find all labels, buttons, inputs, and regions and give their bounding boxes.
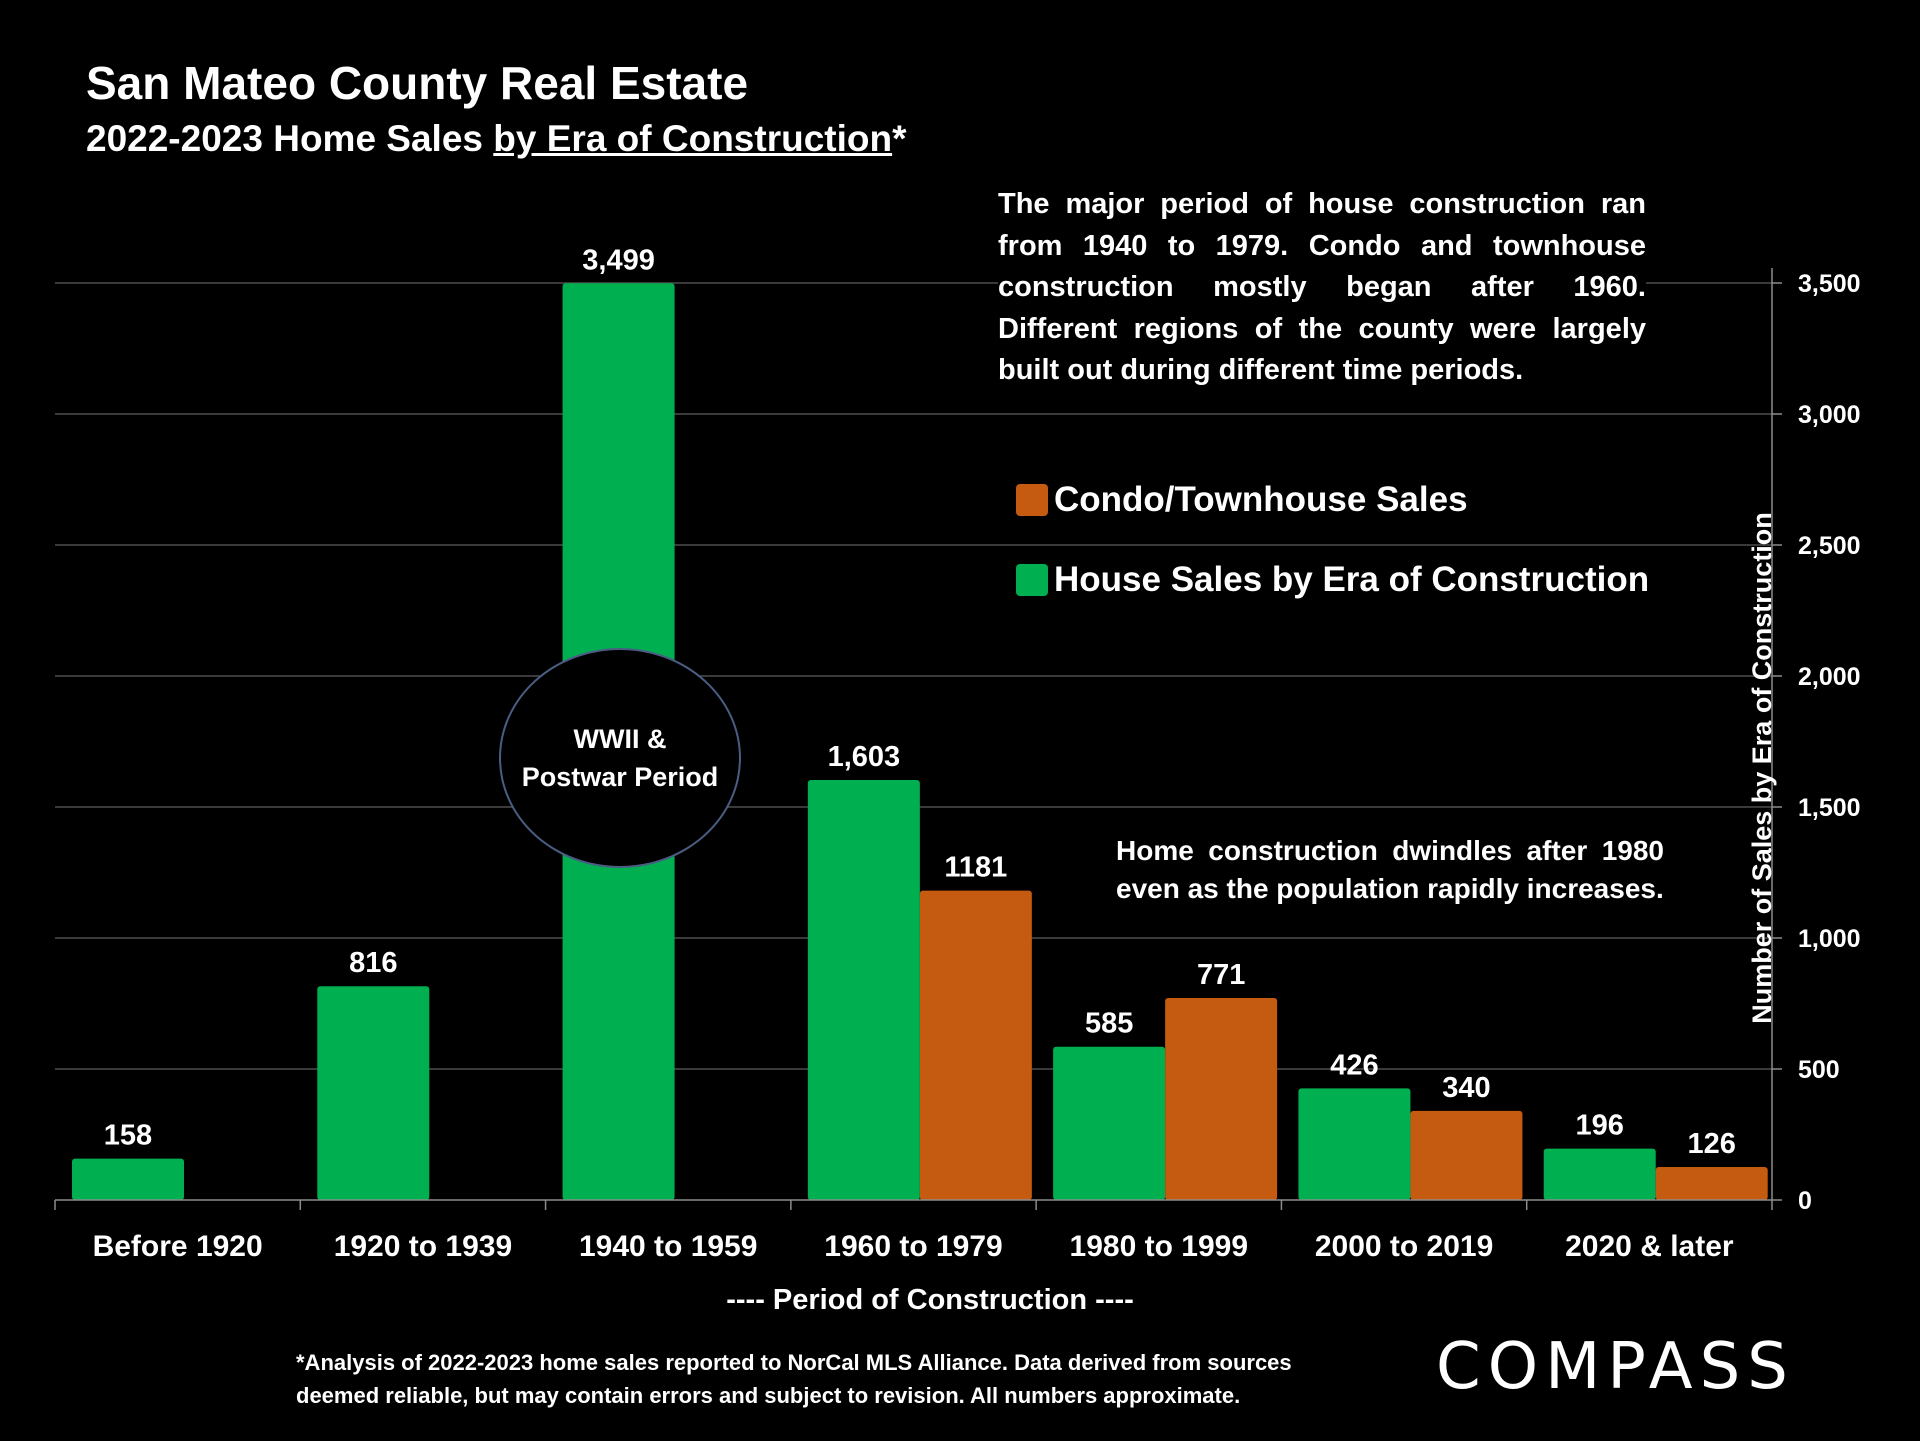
house-bar — [1298, 1088, 1411, 1200]
data-label: 158 — [104, 1120, 152, 1152]
x-tick-label: 2020 & later — [1565, 1230, 1734, 1263]
x-tick-label: 1940 to 1959 — [579, 1230, 757, 1263]
y-tick-label: 1,000 — [1798, 925, 1861, 953]
x-tick-label: 2000 to 2019 — [1315, 1230, 1493, 1263]
house-bar — [1053, 1046, 1166, 1200]
axes — [54, 268, 1782, 1210]
y-tick-label: 1,500 — [1798, 794, 1861, 822]
compass-logo: COMPASS — [1436, 1330, 1795, 1404]
subtitle-underlined: by Era of Construction — [493, 118, 893, 159]
legend-swatch-condo — [1016, 484, 1048, 516]
annotation-bottom: Home construction dwindles after 1980 ev… — [1116, 835, 1664, 904]
data-label: 196 — [1576, 1110, 1624, 1142]
legend-swatch-house — [1016, 564, 1048, 596]
y-tick-label: 500 — [1798, 1056, 1840, 1084]
house-bar — [807, 780, 920, 1200]
condo-bar — [919, 890, 1032, 1200]
x-tick-label: 1920 to 1939 — [334, 1230, 512, 1263]
y-tick-label: 2,000 — [1798, 663, 1861, 691]
condo-bar — [1410, 1110, 1523, 1200]
x-axis-title: ---- Period of Construction ---- — [726, 1284, 1134, 1316]
y-tick-label: 3,500 — [1798, 270, 1861, 298]
y-tick-label: 3,000 — [1798, 401, 1861, 429]
house-bar — [1543, 1148, 1656, 1200]
data-label: 816 — [349, 947, 397, 979]
chart-subtitle: 2022-2023 Home Sales by Era of Construct… — [86, 118, 907, 160]
condo-bar — [1655, 1166, 1768, 1200]
y-axis-title: Number of Sales by Era of Construction — [1747, 512, 1777, 1024]
y-tick-label: 2,500 — [1798, 532, 1861, 560]
wwii-postwar-callout: WWII & Postwar Period — [499, 648, 741, 868]
data-label: 3,499 — [582, 244, 655, 276]
annotation-top: The major period of house construction r… — [998, 184, 1646, 392]
legend-item-house: House Sales by Era of Construction — [1016, 560, 1649, 600]
x-tick-label: 1980 to 1999 — [1070, 1230, 1248, 1263]
x-tick-label: Before 1920 — [93, 1230, 263, 1263]
data-label: 340 — [1442, 1072, 1490, 1104]
condo-bar — [1165, 997, 1278, 1200]
subtitle-prefix: 2022-2023 Home Sales — [86, 118, 494, 159]
data-label: 585 — [1085, 1008, 1133, 1040]
legend-label-house: House Sales by Era of Construction — [1054, 560, 1650, 599]
data-label: 426 — [1330, 1049, 1378, 1081]
callout-line2: Postwar Period — [521, 762, 719, 792]
house-bar — [72, 1158, 184, 1200]
labels: 0 500 1,000 1,500 2,000 2,500 3,000 3,500 Number… — [93, 244, 1861, 1263]
x-tick-label: 1960 to 1979 — [824, 1230, 1002, 1263]
footnote: *Analysis of 2022-2023 home sales report… — [296, 1346, 1396, 1412]
data-label: 1181 — [944, 852, 1007, 884]
data-label: 126 — [1688, 1128, 1736, 1160]
chart-title: San Mateo County Real Estate — [86, 57, 749, 109]
house-bar — [317, 986, 430, 1200]
footnote-line1: *Analysis of 2022-2023 home sales report… — [296, 1350, 1292, 1375]
data-label: 771 — [1197, 959, 1245, 991]
bars — [72, 283, 1768, 1201]
callout-line1: WWII & — [573, 724, 667, 754]
legend-label-condo: Condo/Townhouse Sales — [1054, 480, 1468, 519]
footnote-line2: deemed reliable, but may contain errors … — [296, 1383, 1241, 1408]
subtitle-suffix: * — [892, 118, 907, 159]
data-label: 1,603 — [828, 741, 901, 773]
legend-item-condo: Condo/Townhouse Sales — [1016, 480, 1468, 520]
y-tick-label: 0 — [1798, 1187, 1812, 1215]
